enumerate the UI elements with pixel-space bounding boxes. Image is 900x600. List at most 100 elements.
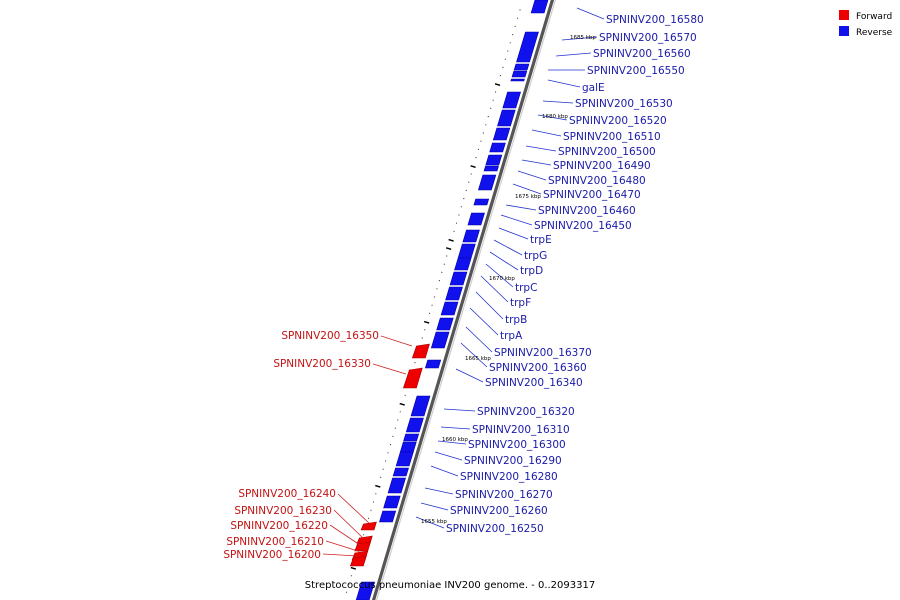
gene-label[interactable]: SPNINV200_16460 bbox=[538, 205, 636, 217]
reverse-gene-glyph[interactable] bbox=[449, 271, 468, 286]
scale-tick bbox=[460, 206, 462, 208]
scale-tick bbox=[436, 288, 438, 290]
reverse-gene-glyph[interactable] bbox=[497, 109, 516, 127]
reverse-gene-glyph[interactable] bbox=[392, 467, 409, 477]
gene-label[interactable]: SPNINV200_16510 bbox=[563, 131, 661, 143]
reverse-gene-glyph[interactable] bbox=[457, 243, 476, 259]
forward-gene-glyph[interactable] bbox=[411, 343, 430, 359]
scale-tick bbox=[470, 173, 472, 175]
reverse-gene-glyph[interactable] bbox=[492, 127, 511, 141]
reverse-gene-glyph[interactable] bbox=[355, 581, 375, 600]
reverse-gene-glyph[interactable] bbox=[489, 142, 506, 153]
gene-label[interactable]: SPNINV200_16310 bbox=[472, 424, 570, 436]
gene-label[interactable]: SPNINV200_16370 bbox=[494, 347, 592, 359]
scale-tick bbox=[446, 255, 448, 257]
reverse-gene-glyph[interactable] bbox=[383, 495, 401, 509]
gene-label[interactable]: SPNINV200_16290 bbox=[464, 455, 562, 467]
gene-label[interactable]: SPNINV200_16260 bbox=[450, 505, 548, 517]
reverse-gene-glyph[interactable] bbox=[445, 286, 463, 301]
reverse-gene-glyph[interactable] bbox=[424, 359, 442, 369]
gene-label[interactable]: SPNINV200_16220 bbox=[230, 520, 328, 532]
reverse-gene-glyph[interactable] bbox=[502, 91, 521, 109]
gene-label[interactable]: trpE bbox=[530, 234, 552, 246]
reverse-gene-glyph[interactable] bbox=[473, 198, 490, 206]
gene-label[interactable]: SPNINV200_16490 bbox=[553, 160, 651, 172]
reverse-gene-glyph[interactable] bbox=[454, 257, 472, 271]
gene-label[interactable]: SPNINV200_16340 bbox=[485, 377, 583, 389]
gene-label[interactable]: SPNINV200_16360 bbox=[489, 362, 587, 374]
gene-label[interactable]: SPNINV200_16480 bbox=[548, 175, 646, 187]
gene-label[interactable]: SPNINV200_16470 bbox=[543, 189, 641, 201]
forward-gene-glyph[interactable] bbox=[356, 535, 373, 545]
reverse-gene-glyph[interactable] bbox=[387, 477, 406, 494]
reverse-gene-glyph[interactable] bbox=[510, 78, 525, 82]
scale-tick bbox=[397, 419, 399, 421]
reverse-gene-glyph[interactable] bbox=[405, 417, 424, 433]
reverse-gene-glyph[interactable] bbox=[440, 301, 459, 316]
gene-label[interactable]: SPNINV200_16200 bbox=[223, 549, 321, 561]
gene-label[interactable]: SPNINV200_16350 bbox=[281, 330, 379, 342]
reverse-gene-glyph[interactable] bbox=[511, 70, 528, 78]
gene-label[interactable]: trpF bbox=[510, 297, 531, 309]
reverse-gene-glyph[interactable] bbox=[410, 395, 431, 417]
scale-tick bbox=[392, 435, 394, 437]
gene-label[interactable]: SPNINV200_16280 bbox=[460, 471, 558, 483]
reverse-gene-glyph[interactable] bbox=[530, 0, 549, 14]
forward-leader-line bbox=[333, 509, 365, 540]
gene-label[interactable]: SPNINV200_16270 bbox=[455, 489, 553, 501]
scale-tick bbox=[345, 591, 348, 593]
gene-label[interactable]: SPNINV200_16230 bbox=[234, 505, 332, 517]
gene-label[interactable]: trpC bbox=[515, 282, 537, 294]
reverse-leader-line bbox=[430, 465, 459, 477]
gene-label[interactable]: trpB bbox=[505, 314, 527, 326]
reverse-gene-glyph[interactable] bbox=[395, 451, 414, 467]
gene-label[interactable]: SPNINV200_16240 bbox=[238, 488, 336, 500]
scale-tick bbox=[399, 402, 405, 406]
gene-label[interactable]: SPNINV200_16300 bbox=[468, 439, 566, 451]
legend-swatch-forward bbox=[839, 10, 849, 20]
gene-label[interactable]: trpA bbox=[500, 330, 523, 342]
gene-label[interactable]: SPNINV200_16450 bbox=[534, 220, 632, 232]
forward-gene-glyph[interactable] bbox=[402, 367, 423, 389]
reverse-leader-line bbox=[512, 183, 542, 195]
scale-tick bbox=[463, 198, 465, 200]
scale-tick bbox=[375, 484, 381, 488]
gene-label[interactable]: trpG bbox=[524, 250, 547, 262]
reverse-gene-glyph[interactable] bbox=[379, 510, 397, 523]
gene-label[interactable]: SPNINV200_16250 bbox=[446, 523, 544, 535]
scale-tick bbox=[382, 468, 384, 470]
gene-label[interactable]: SPNINV200_16580 bbox=[606, 14, 704, 26]
genome-caption: Streptococcus pneumoniae INV200 genome. … bbox=[305, 580, 595, 591]
reverse-gene-glyph[interactable] bbox=[467, 212, 485, 226]
forward-gene-glyph[interactable] bbox=[360, 521, 377, 531]
reverse-gene-glyph[interactable] bbox=[403, 433, 420, 442]
scale-tick bbox=[414, 362, 416, 364]
scale-tick bbox=[350, 566, 357, 570]
gene-label[interactable]: galE bbox=[582, 82, 605, 94]
gene-label[interactable]: SPNINV200_16560 bbox=[593, 48, 691, 60]
gene-label[interactable]: SPNINV200_16320 bbox=[477, 406, 575, 418]
scale-tick bbox=[470, 165, 476, 168]
gene-label[interactable]: trpD bbox=[520, 265, 543, 277]
reverse-gene-glyph[interactable] bbox=[477, 174, 497, 191]
gene-label[interactable]: SPNINV200_16570 bbox=[599, 32, 697, 44]
scale-tick bbox=[443, 263, 445, 265]
reverse-gene-glyph[interactable] bbox=[462, 229, 480, 243]
gene-label[interactable]: SPNINV200_16210 bbox=[226, 536, 324, 548]
forward-gene-glyph[interactable] bbox=[349, 555, 367, 567]
gene-label[interactable]: SPNINV200_16520 bbox=[569, 115, 667, 127]
reverse-gene-glyph[interactable] bbox=[399, 441, 417, 453]
reverse-gene-glyph[interactable] bbox=[430, 331, 450, 349]
gene-label[interactable]: SPNINV200_16330 bbox=[273, 358, 371, 370]
reverse-gene-glyph[interactable] bbox=[485, 154, 503, 166]
reverse-gene-glyph[interactable] bbox=[516, 31, 539, 63]
reverse-leader-line bbox=[420, 502, 449, 511]
scale-tick bbox=[482, 132, 484, 134]
gene-label[interactable]: SPNINV200_16550 bbox=[587, 65, 685, 77]
gene-label[interactable]: SPNINV200_16500 bbox=[558, 146, 656, 158]
reverse-gene-glyph[interactable] bbox=[483, 165, 499, 172]
reverse-gene-glyph[interactable] bbox=[436, 317, 454, 331]
reverse-leader-line bbox=[547, 79, 581, 88]
gene-label[interactable]: SPNINV200_16530 bbox=[575, 98, 673, 110]
reverse-gene-glyph[interactable] bbox=[513, 63, 530, 71]
